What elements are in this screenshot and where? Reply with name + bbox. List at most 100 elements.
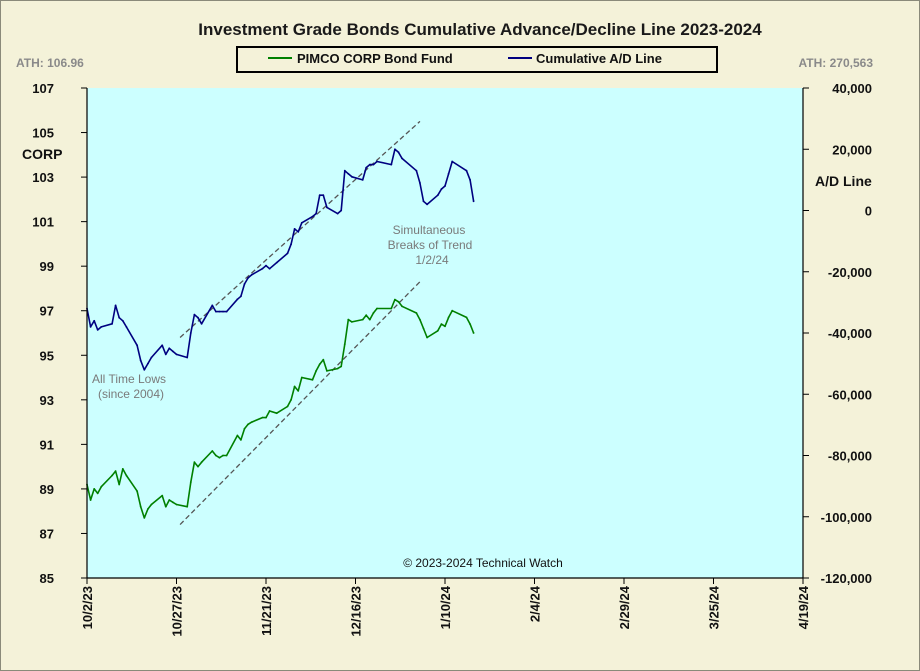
- data-point-ad: [121, 319, 124, 322]
- data-point-corp: [168, 499, 171, 501]
- data-point-ad: [297, 231, 300, 233]
- right-tick-label: -80,000: [828, 449, 872, 464]
- data-point-ad: [161, 344, 164, 347]
- data-point-ad: [426, 203, 428, 206]
- data-point-ad: [447, 172, 450, 175]
- left-tick-label: 103: [32, 170, 54, 185]
- data-point-corp: [365, 314, 368, 317]
- data-point-ad: [419, 182, 421, 184]
- data-point-corp: [250, 421, 253, 423]
- data-point-ad: [368, 163, 371, 166]
- data-point-corp: [465, 316, 468, 319]
- data-point-corp: [318, 363, 321, 366]
- data-point-ad: [136, 344, 139, 347]
- data-point-corp: [240, 439, 242, 441]
- data-point-corp: [193, 461, 196, 464]
- x-tick-label: 3/25/24: [707, 585, 722, 629]
- data-point-corp: [236, 434, 239, 437]
- data-point-ad: [168, 347, 171, 350]
- data-point-ad: [139, 359, 142, 362]
- ath-left-label: ATH: 106.96: [16, 56, 84, 70]
- data-point-corp: [300, 376, 303, 379]
- data-point-corp: [261, 416, 264, 419]
- right-tick-label: -60,000: [828, 387, 872, 402]
- x-tick-label: 11/21/23: [259, 586, 274, 636]
- data-point-corp: [390, 307, 393, 310]
- data-point-ad: [365, 166, 368, 169]
- data-point-corp: [368, 318, 371, 321]
- ath-right-label: ATH: 270,563: [799, 56, 874, 70]
- data-point-ad: [340, 209, 343, 212]
- data-point-corp: [200, 461, 203, 464]
- x-tick-label: 1/10/24: [438, 585, 453, 629]
- data-point-ad: [401, 157, 403, 160]
- x-tick-label: 2/29/24: [617, 585, 632, 629]
- right-tick-label: -20,000: [828, 265, 872, 280]
- data-point-corp: [175, 503, 178, 506]
- data-point-corp: [290, 398, 292, 401]
- data-point-ad: [175, 353, 178, 356]
- data-point-corp: [422, 327, 425, 330]
- data-point-ad: [351, 175, 353, 178]
- data-point-corp: [361, 318, 364, 321]
- data-point-corp: [315, 370, 317, 372]
- left-tick-label: 107: [32, 81, 54, 96]
- data-point-corp: [340, 365, 343, 368]
- left-axis-label: CORP: [22, 146, 62, 162]
- data-point-corp: [469, 323, 471, 325]
- data-point-ad: [89, 326, 92, 328]
- right-axis-label: A/D Line: [815, 173, 872, 189]
- left-tick-label: 85: [40, 571, 54, 586]
- data-point-ad: [397, 151, 400, 154]
- data-point-ad: [240, 295, 242, 298]
- data-point-ad: [215, 310, 217, 313]
- data-point-ad: [372, 163, 375, 166]
- data-point-ad: [189, 332, 192, 334]
- data-point-ad: [390, 163, 393, 166]
- data-point-corp: [89, 499, 92, 501]
- data-point-ad: [265, 264, 267, 267]
- data-point-corp: [268, 410, 271, 412]
- data-point-ad: [193, 313, 196, 316]
- left-tick-label: 101: [32, 215, 54, 230]
- annotation-breaks-line2: Breaks of Trend: [388, 238, 473, 252]
- data-point-ad: [300, 221, 303, 224]
- data-point-corp: [440, 323, 443, 325]
- left-tick-label: 95: [40, 348, 54, 363]
- data-point-corp: [372, 312, 375, 314]
- data-point-ad: [243, 283, 246, 285]
- legend-label-corp: PIMCO CORP Bond Fund: [297, 51, 453, 66]
- data-point-ad: [394, 148, 396, 151]
- data-point-corp: [336, 367, 339, 370]
- axes-layer: [81, 87, 809, 584]
- data-point-corp: [139, 505, 142, 508]
- data-point-ad: [311, 215, 314, 218]
- data-point-corp: [376, 307, 378, 310]
- plot-area: [87, 88, 803, 578]
- data-point-ad: [361, 179, 364, 181]
- x-tick-label: 10/2/23: [80, 586, 95, 629]
- data-point-ad: [225, 310, 228, 313]
- data-point-corp: [447, 316, 450, 319]
- left-tick-label: 105: [32, 126, 54, 141]
- data-point-ad: [96, 329, 99, 331]
- x-tick-label: 2/4/24: [528, 585, 543, 622]
- data-point-corp: [121, 468, 124, 470]
- data-point-corp: [96, 492, 99, 495]
- data-point-corp: [343, 343, 346, 345]
- data-point-corp: [100, 485, 103, 488]
- left-tick-label: 99: [40, 259, 54, 274]
- data-point-ad: [422, 200, 425, 203]
- data-point-ad: [444, 185, 446, 187]
- data-point-ad: [347, 172, 350, 175]
- data-point-ad: [451, 160, 454, 163]
- data-point-corp: [172, 501, 174, 504]
- data-point-ad: [415, 169, 418, 172]
- copyright-text: © 2023-2024 Technical Watch: [403, 556, 563, 570]
- left-tick-label: 91: [40, 437, 54, 452]
- data-point-corp: [351, 321, 353, 323]
- data-point-corp: [297, 390, 300, 392]
- data-point-ad: [222, 310, 224, 313]
- data-point-corp: [247, 423, 250, 426]
- data-point-corp: [186, 505, 189, 508]
